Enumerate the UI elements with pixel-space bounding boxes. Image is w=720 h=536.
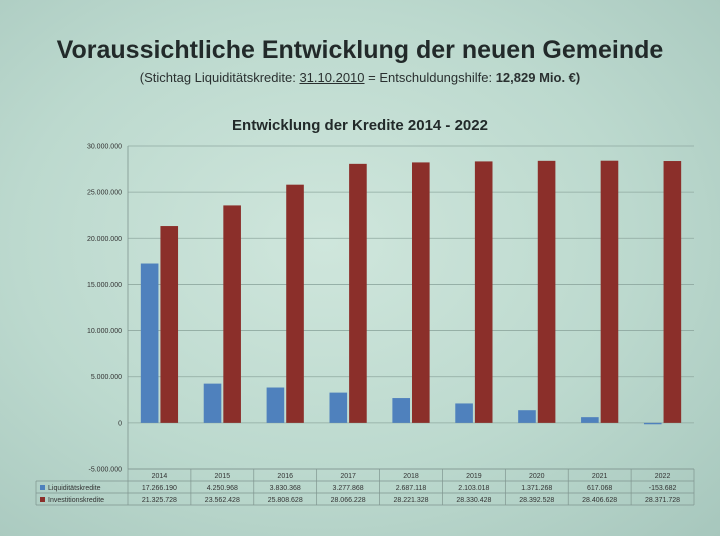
- x-category-label: 2020: [529, 473, 545, 480]
- data-label: 617.068: [587, 485, 612, 492]
- bar-liquiditaetskredite: [203, 383, 222, 423]
- bar-liquiditaetskredite: [329, 392, 348, 423]
- bar-investitionskredite: [412, 162, 430, 423]
- data-label: 4.250.968: [207, 485, 238, 492]
- bar-liquiditaetskredite: [266, 387, 285, 423]
- y-tick-label: 30.000.000: [87, 144, 122, 151]
- y-tick-label: -5.000.000: [89, 467, 123, 474]
- legend-swatch: [40, 497, 45, 502]
- data-label: 28.066.228: [331, 497, 366, 504]
- y-tick-label: 0: [118, 420, 122, 427]
- bar-investitionskredite: [223, 205, 241, 423]
- bar-liquiditaetskredite: [643, 422, 662, 425]
- bar-liquiditaetskredite: [140, 263, 159, 423]
- subtitle-amount: 12,829 Mio. €): [495, 70, 581, 85]
- x-category-label: 2017: [340, 473, 356, 480]
- bar-liquiditaetskredite: [455, 403, 473, 423]
- subtitle-date: 31.10.2010: [299, 70, 365, 85]
- data-label: 28.221.328: [393, 497, 428, 504]
- subtitle-prefix: (Stichtag Liquiditätskredite:: [139, 70, 300, 85]
- data-label: 28.392.528: [519, 497, 554, 504]
- legend-entry: Liquiditätskredite: [48, 485, 101, 492]
- data-label: 3.277.868: [333, 485, 364, 492]
- data-label: 28.406.628: [582, 497, 617, 504]
- data-label: 1.371.268: [521, 485, 552, 492]
- data-label: 28.371.728: [645, 497, 680, 504]
- bar-investitionskredite: [286, 184, 304, 423]
- data-label: 2.687.118: [396, 485, 427, 492]
- data-label: 25.808.628: [268, 497, 303, 504]
- data-label: 2.103.018: [458, 485, 489, 492]
- subtitle-middle: = Entschuldungshilfe:: [364, 70, 496, 85]
- x-category-label: 2022: [655, 473, 671, 480]
- bar-investitionskredite: [600, 160, 619, 423]
- data-label: 23.562.428: [205, 497, 240, 504]
- x-category-label: 2018: [403, 473, 419, 480]
- chart-title: Entwicklung der Kredite 2014 - 2022: [232, 117, 488, 134]
- y-tick-label: 20.000.000: [87, 236, 122, 243]
- x-category-label: 2014: [152, 473, 168, 480]
- data-label: 21.325.728: [142, 497, 177, 504]
- bar-investitionskredite: [663, 161, 682, 423]
- y-tick-label: 5.000.000: [91, 374, 122, 381]
- bar-investitionskredite: [349, 163, 367, 423]
- data-label: 17.266.190: [142, 485, 177, 492]
- bar-investitionskredite: [474, 161, 493, 423]
- x-category-label: 2019: [466, 473, 482, 480]
- legend-swatch: [40, 485, 45, 490]
- x-category-label: 2016: [277, 473, 293, 480]
- legend-entry: Investitionskredite: [48, 497, 104, 504]
- data-label: -153.682: [649, 485, 677, 492]
- y-tick-label: 10.000.000: [87, 328, 122, 335]
- y-tick-label: 25.000.000: [87, 190, 122, 197]
- x-category-label: 2015: [215, 473, 231, 480]
- bar-investitionskredite: [160, 226, 179, 423]
- bar-investitionskredite: [537, 160, 556, 423]
- data-label: 28.330.428: [456, 497, 491, 504]
- x-category-label: 2021: [592, 473, 608, 480]
- bar-liquiditaetskredite: [518, 410, 536, 423]
- data-label: 3.830.368: [270, 485, 301, 492]
- slide-title: Voraussichtliche Entwicklung der neuen G…: [56, 36, 664, 64]
- bar-liquiditaetskredite: [392, 398, 410, 423]
- slide-subtitle: (Stichtag Liquiditätskredite: 31.10.2010…: [0, 70, 720, 85]
- bar-liquiditaetskredite: [581, 417, 599, 423]
- y-tick-label: 15.000.000: [87, 282, 122, 289]
